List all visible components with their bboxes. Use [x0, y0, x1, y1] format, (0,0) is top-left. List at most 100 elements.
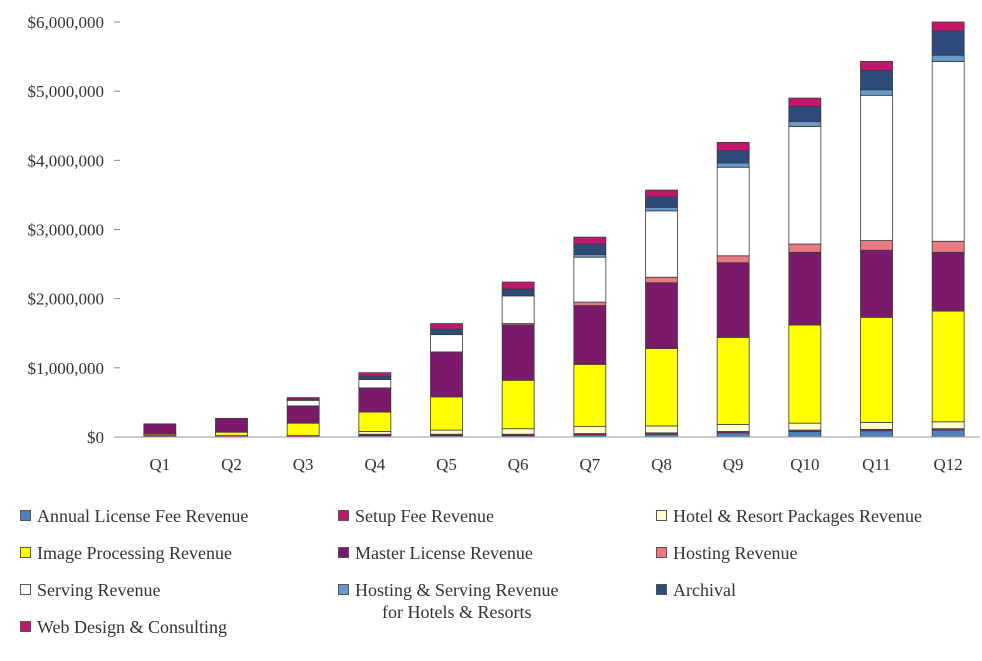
- bar-segment: [645, 348, 678, 427]
- x-tick-label: Q2: [221, 455, 242, 474]
- bar-segment: [931, 421, 965, 430]
- bar-segment: [716, 424, 750, 432]
- bar-segment: [501, 428, 535, 435]
- bar-segment: [788, 251, 822, 326]
- bar-segment: [358, 372, 392, 377]
- bar-segment: [716, 432, 750, 438]
- legend-label: Hosting & Serving Revenue: [355, 580, 559, 600]
- bar-segment: [716, 336, 750, 425]
- bar-segment: [215, 417, 248, 433]
- x-tick-label: Q10: [790, 455, 819, 474]
- bar-segment: [716, 255, 750, 264]
- legend-label: Archival: [673, 580, 736, 600]
- bar-stacks: [143, 21, 965, 438]
- bar-segment: [645, 282, 678, 349]
- legend-item: Serving Revenue: [20, 579, 160, 601]
- legend-swatch: [20, 510, 31, 521]
- legend-item: Master License Revenue: [338, 542, 533, 564]
- x-tick-label: Q12: [934, 455, 963, 474]
- bar-segment: [430, 334, 463, 353]
- x-tick-label: Q9: [723, 455, 744, 474]
- bar-segment: [716, 141, 750, 152]
- bar-segment: [931, 21, 965, 32]
- bar-segment: [860, 94, 893, 241]
- bar-segment: [645, 189, 678, 198]
- y-tick-label: $4,000,000: [28, 151, 105, 170]
- bar-segment: [931, 54, 965, 62]
- bar-segment: [573, 426, 607, 434]
- y-tick-label: $1,000,000: [28, 359, 105, 378]
- bar-segment: [860, 422, 893, 430]
- bar-segment: [286, 422, 320, 437]
- bar-segment: [215, 431, 248, 437]
- x-tick-label: Q4: [364, 455, 385, 474]
- legend-item: Hosting & Serving Revenue for Hotels & R…: [338, 579, 558, 623]
- x-axis: Q1 Q2 Q3 Q4 Q5 Q6 Q7 Q8 Q9 Q10 Q11 Q12: [120, 436, 980, 474]
- bar-segment: [645, 425, 678, 434]
- bar-segment: [430, 351, 463, 398]
- y-tick-label: $0: [87, 428, 104, 447]
- y-tick-label: $5,000,000: [28, 82, 105, 101]
- bar-segment: [430, 396, 463, 431]
- bar-segment: [573, 253, 607, 258]
- y-axis: $0 $1,000,000 $2,000,000 $3,000,000 $4,000,0…: [28, 13, 120, 447]
- legend-label-line2: for Hotels & Resorts: [382, 602, 532, 622]
- legend-label: Setup Fee Revenue: [355, 506, 494, 526]
- legend-item: Web Design & Consulting: [20, 616, 227, 638]
- bar-segment: [931, 429, 965, 438]
- x-tick-label: Q11: [862, 455, 891, 474]
- bar-segment: [358, 387, 392, 413]
- bar-segment: [358, 375, 392, 380]
- legend-label: Image Processing Revenue: [37, 543, 232, 563]
- bar-segment: [931, 240, 965, 253]
- x-tick-label: Q3: [293, 455, 314, 474]
- legend-swatch: [656, 547, 667, 558]
- bar-segment: [501, 324, 535, 381]
- bar-segment: [860, 70, 893, 91]
- legend-swatch: [338, 584, 349, 595]
- bar-segment: [860, 89, 893, 96]
- bar-segment: [573, 305, 607, 365]
- bar-segment: [573, 301, 607, 306]
- bar-segment: [573, 236, 607, 245]
- legend-swatch: [338, 547, 349, 558]
- bar-segment: [716, 162, 750, 168]
- bar-segment: [860, 61, 893, 71]
- y-tick-label: $2,000,000: [28, 290, 105, 309]
- bar-segment: [716, 150, 750, 164]
- bar-segment: [358, 431, 392, 435]
- legend-swatch: [20, 584, 31, 595]
- chart-legend: Annual License Fee Revenue Setup Fee Rev…: [20, 505, 960, 655]
- legend-label: Hosting Revenue: [673, 543, 798, 563]
- bar-segment: [645, 210, 678, 278]
- y-tick-label: $3,000,000: [28, 221, 105, 240]
- bar-segment: [931, 61, 965, 242]
- legend-label: Annual License Fee Revenue: [37, 506, 249, 526]
- x-tick-label: Q7: [579, 455, 600, 474]
- bar-segment: [573, 363, 607, 428]
- legend-label: Master License Revenue: [355, 543, 533, 563]
- bar-segment: [430, 328, 463, 336]
- bar-segment: [788, 243, 822, 253]
- bar-segment: [286, 397, 320, 400]
- legend-swatch: [656, 510, 667, 521]
- bar-segment: [501, 281, 535, 290]
- bar-segment: [860, 240, 893, 251]
- bar-segment: [788, 422, 822, 431]
- bar-segment: [788, 97, 822, 107]
- bar-segment: [716, 166, 750, 257]
- bar-segment: [860, 249, 893, 318]
- bar-segment: [788, 324, 822, 424]
- y-tick-label: $6,000,000: [28, 13, 105, 32]
- legend-item: Hosting Revenue: [656, 542, 797, 564]
- legend-item: Annual License Fee Revenue: [20, 505, 248, 527]
- bar-segment: [931, 30, 965, 56]
- bar-segment: [573, 243, 607, 255]
- bar-segment: [860, 430, 893, 438]
- bar-segment: [286, 405, 320, 424]
- legend-label: Hotel & Resort Packages Revenue: [673, 506, 922, 526]
- bar-segment: [931, 310, 965, 423]
- bar-segment: [645, 196, 678, 208]
- legend-swatch: [338, 510, 349, 521]
- bar-segment: [788, 105, 822, 122]
